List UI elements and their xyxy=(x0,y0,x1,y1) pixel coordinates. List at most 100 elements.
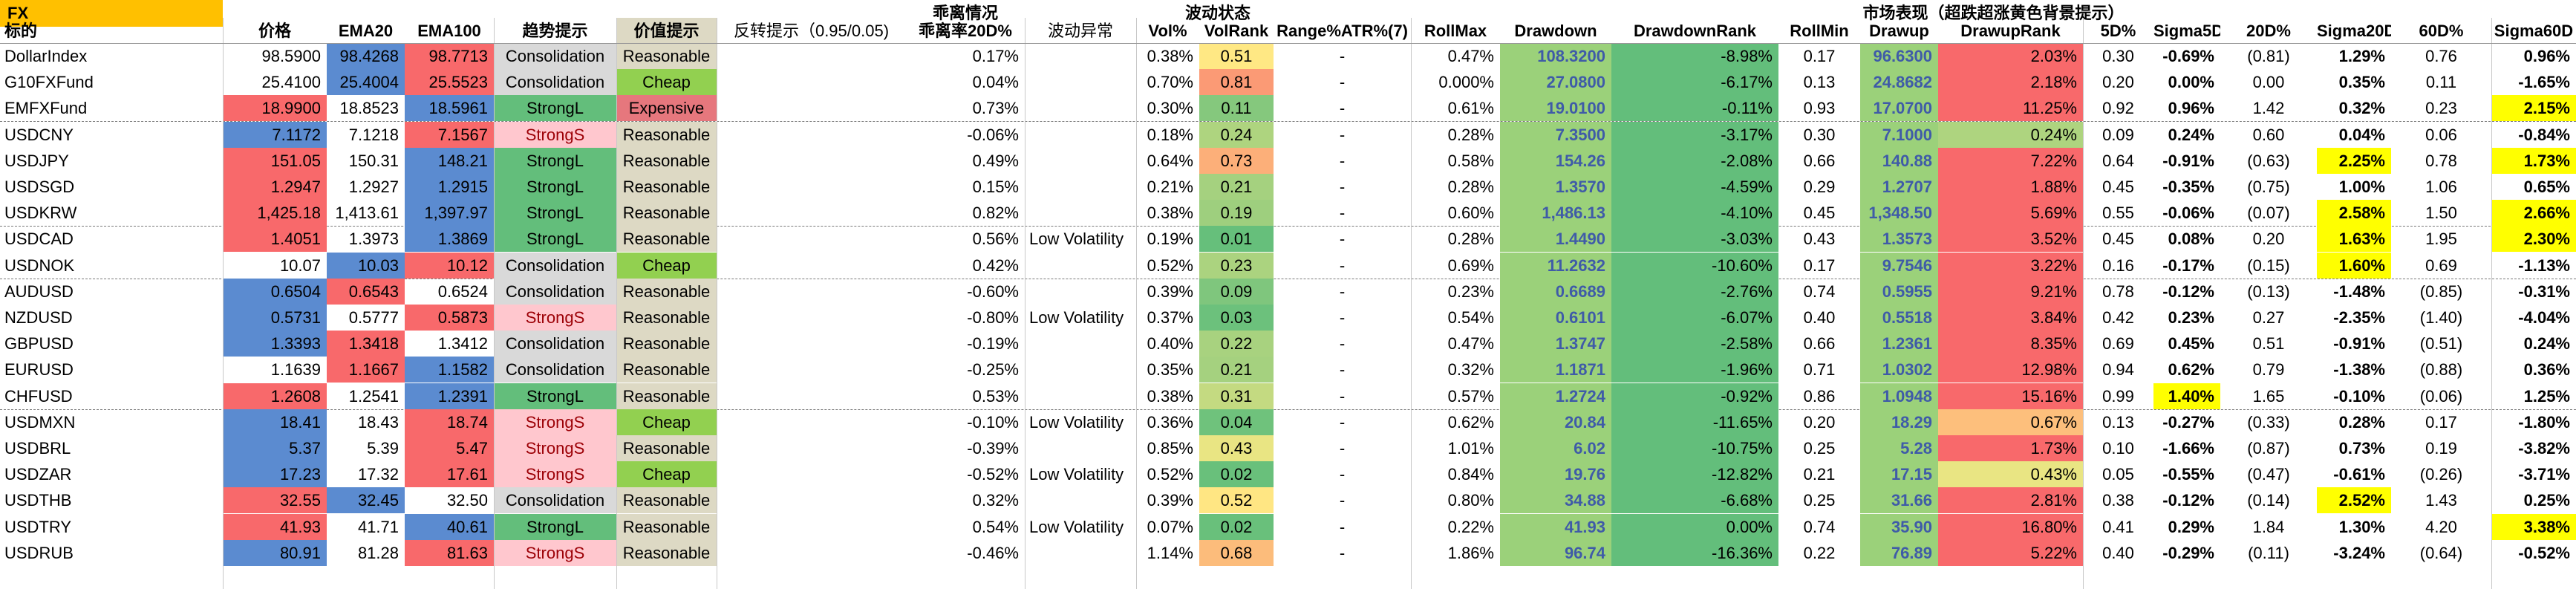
cell-r12-c2: 1.3393 xyxy=(223,331,327,357)
cell-r16-c10: 0.85% xyxy=(1147,439,1193,458)
cell-r5-c21: (0.63) xyxy=(2247,151,2290,170)
cell-r3-c20: 0.96% xyxy=(2168,99,2214,118)
cell-r16-c2: 5.37 xyxy=(223,435,327,461)
cell-r17-c6: Cheap xyxy=(616,461,717,488)
cell-r1-c23: 0.76 xyxy=(2425,47,2457,65)
cell-r16-c22: 0.73% xyxy=(2338,439,2385,458)
cell-r7-c14: 1,486.13 xyxy=(1500,200,1611,227)
cell-r2-c7 xyxy=(717,69,906,95)
cell-r14-c23: (0.06) xyxy=(2419,386,2463,406)
cell-r10-c12: - xyxy=(1339,282,1346,301)
cell-r1-c24: 0.96% xyxy=(2523,47,2570,65)
cell-r5-c1: USDJPY xyxy=(4,151,69,170)
cell-r3-c4: 18.5961 xyxy=(405,95,494,122)
cell-r11-c7 xyxy=(717,305,906,331)
cell-r13-c6: Reasonable xyxy=(616,357,717,383)
cell-r8-c3: 1.3973 xyxy=(348,230,399,249)
cell-r11-c15: -6.07% xyxy=(1611,305,1778,331)
column-header-6: 价值提示 xyxy=(616,18,717,44)
cell-r17-c23: (0.26) xyxy=(2419,465,2463,484)
column-header-21: 20D% xyxy=(2246,22,2291,40)
cell-r17-c3: 17.32 xyxy=(357,465,399,484)
cell-r14-c6: Reasonable xyxy=(616,383,717,409)
cell-r12-c1: GBPUSD xyxy=(4,334,74,354)
cell-r6-c6: Reasonable xyxy=(616,174,717,200)
cell-r3-c11: 0.11 xyxy=(1199,95,1274,122)
cell-r2-c24: -1.65% xyxy=(2518,73,2570,92)
cell-r3-c13: 0.61% xyxy=(1447,99,1494,118)
cell-r4-c5: StrongS xyxy=(494,121,616,148)
cell-r19-c24: 3.38% xyxy=(2491,513,2576,540)
cell-r9-c3: 10.03 xyxy=(327,252,405,279)
cell-r10-c1: AUDUSD xyxy=(4,282,74,301)
cell-r14-c19: 0.99 xyxy=(2102,386,2134,406)
cell-r7-c8: 0.82% xyxy=(972,204,1019,223)
cell-r18-c8: 0.32% xyxy=(972,491,1019,510)
cell-r11-c10: 0.37% xyxy=(1147,308,1193,327)
cell-r7-c2: 1,425.18 xyxy=(223,200,327,227)
cell-r4-c13: 0.28% xyxy=(1447,125,1494,144)
cell-r16-c18: 1.73% xyxy=(1938,435,2083,461)
cell-r10-c13: 0.23% xyxy=(1447,282,1494,301)
cell-r1-c20: -0.69% xyxy=(2162,47,2214,65)
cell-r9-c5: Consolidation xyxy=(494,252,616,279)
cell-r6-c3: 1.2927 xyxy=(348,178,399,196)
cell-r6-c14: 1.3570 xyxy=(1500,174,1611,200)
cell-r8-c18: 3.52% xyxy=(1938,226,2083,253)
cell-r11-c21: 0.27 xyxy=(2252,308,2285,327)
cell-r15-c23: 0.17 xyxy=(2425,412,2457,432)
cell-r2-c23: 0.11 xyxy=(2425,73,2457,92)
cell-r4-c21: 0.60 xyxy=(2252,125,2285,144)
cell-r1-c2: 98.5900 xyxy=(261,47,321,65)
cell-r5-c20: -0.91% xyxy=(2162,151,2214,170)
cell-r14-c4: 1.2391 xyxy=(405,383,494,409)
cell-r2-c16: 0.13 xyxy=(1803,73,1836,92)
cell-r5-c17: 140.88 xyxy=(1860,147,1938,174)
cell-r11-c22: -2.35% xyxy=(2333,308,2385,327)
cell-r8-c9: Low Volatility xyxy=(1029,230,1124,249)
cell-r3-c2: 18.9900 xyxy=(223,95,327,122)
cell-r11-c4: 0.5873 xyxy=(405,305,494,331)
cell-r11-c3: 0.5777 xyxy=(348,308,399,327)
cell-r12-c17: 1.2361 xyxy=(1860,331,1938,357)
cell-r9-c4: 10.12 xyxy=(405,252,494,279)
cell-r16-c5: StrongS xyxy=(494,435,616,461)
cell-r15-c18: 0.67% xyxy=(1938,409,2083,435)
cell-r3-c16: 0.93 xyxy=(1803,99,1836,118)
cell-r2-c14: 27.0800 xyxy=(1500,69,1611,96)
cell-r6-c15: -4.59% xyxy=(1611,174,1778,200)
cell-r5-c7 xyxy=(717,148,906,174)
cell-r15-c4: 18.74 xyxy=(405,409,494,435)
cell-r12-c22: -0.91% xyxy=(2333,334,2385,354)
cell-r17-c4: 17.61 xyxy=(405,461,494,488)
cell-r10-c21: (0.13) xyxy=(2247,282,2290,301)
cell-r12-c6: Reasonable xyxy=(616,331,717,357)
cell-r4-c4: 7.1567 xyxy=(405,121,494,148)
cell-r17-c14: 19.76 xyxy=(1500,461,1611,488)
cell-r17-c18: 0.43% xyxy=(1938,461,2083,488)
cell-r17-c21: (0.47) xyxy=(2247,465,2290,484)
cell-r16-c24: -3.82% xyxy=(2518,439,2570,458)
column-divider xyxy=(223,18,224,589)
cell-r4-c9 xyxy=(1025,122,1136,148)
cell-r19-c22: 1.30% xyxy=(2338,517,2385,536)
cell-r12-c10: 0.40% xyxy=(1147,334,1193,354)
column-header-24: Sigma60D xyxy=(2494,22,2574,40)
cell-r2-c2: 25.4100 xyxy=(261,73,321,92)
cell-r20-c6: Reasonable xyxy=(616,539,717,566)
cell-r17-c8: -0.52% xyxy=(967,465,1019,484)
cell-r6-c13: 0.28% xyxy=(1447,178,1494,196)
cell-r1-c22: 1.29% xyxy=(2338,47,2385,65)
cell-r20-c21: (0.11) xyxy=(2248,543,2289,562)
cell-r8-c12: - xyxy=(1339,230,1346,249)
cell-r2-c10: 0.70% xyxy=(1147,73,1193,92)
cell-r16-c20: -1.66% xyxy=(2162,439,2214,458)
cell-r4-c11: 0.24 xyxy=(1199,121,1274,148)
sheet-tab-fx[interactable]: FX xyxy=(0,0,223,27)
cell-r13-c4: 1.1582 xyxy=(405,357,494,383)
cell-r4-c12: - xyxy=(1339,125,1346,144)
cell-r2-c12: - xyxy=(1339,73,1346,92)
cell-r1-c19: 0.30 xyxy=(2102,47,2134,65)
cell-r3-c5: StrongL xyxy=(494,95,616,122)
cell-r9-c20: -0.17% xyxy=(2162,256,2214,275)
